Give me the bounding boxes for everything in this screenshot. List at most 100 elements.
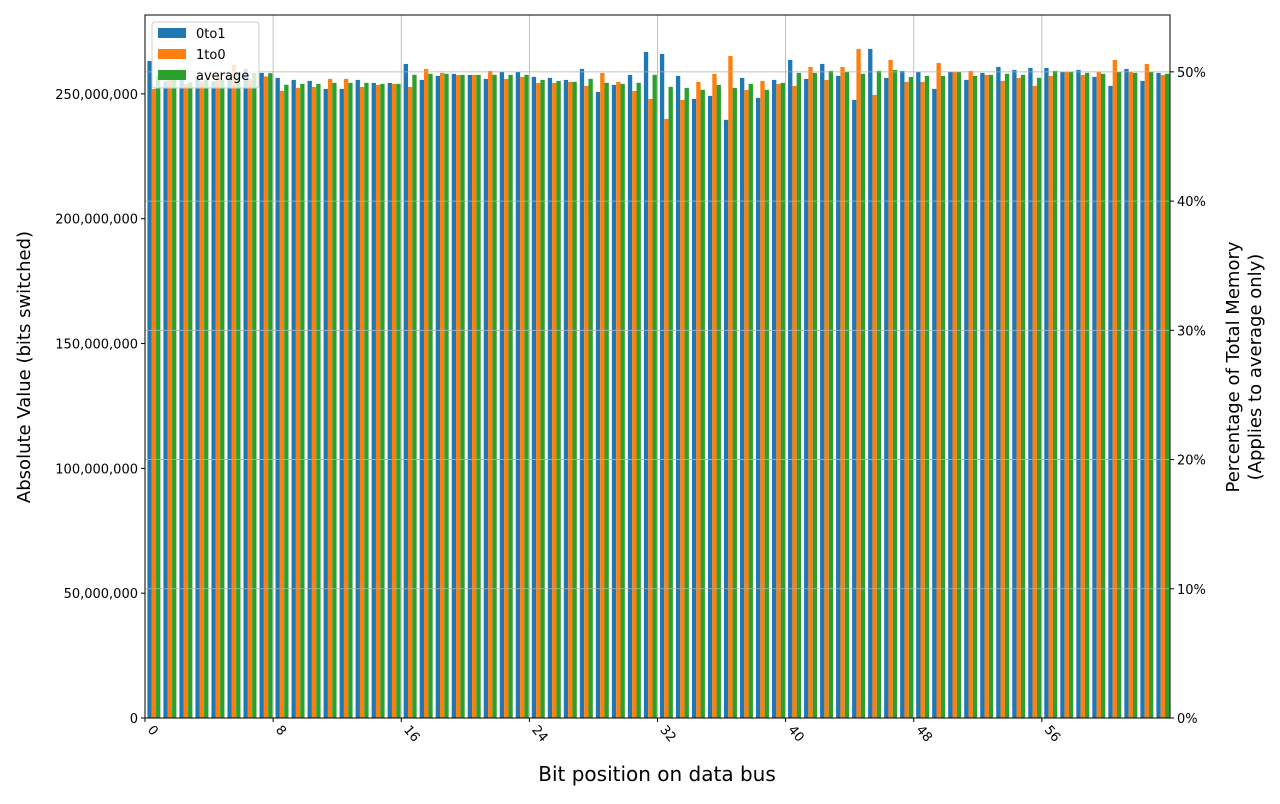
bar [316,83,321,719]
bar [407,86,413,719]
bar [764,89,769,718]
bar [284,84,289,719]
bar [472,74,477,718]
bar [524,74,529,719]
bar [572,81,577,718]
bar [247,78,253,719]
bar [876,70,882,718]
bar [1124,68,1129,719]
x-tick-label: 16 [400,723,422,745]
bar [332,82,337,718]
bar [476,74,481,719]
bar [412,74,417,719]
bar [183,83,189,719]
bar [940,75,946,719]
bar [423,68,429,719]
bar [611,84,617,718]
bar [924,75,930,719]
bar [588,78,593,718]
bar [355,79,360,719]
bar [227,76,232,718]
bar [584,85,589,718]
bar [1000,80,1005,718]
bar [515,71,521,718]
bar [295,87,301,719]
bar [904,81,909,718]
bar [1028,67,1033,719]
bar [204,79,209,719]
bar [595,91,601,718]
bar [856,48,861,718]
bar [972,75,978,719]
bar [684,87,689,718]
x-tick-label: 32 [656,723,678,745]
bar [696,81,701,718]
bar [916,71,921,718]
bar [1165,73,1170,719]
bar [1080,74,1085,718]
bar [860,73,866,719]
bar [371,82,376,718]
bar [691,98,697,719]
bar [279,90,285,719]
bar [723,119,729,719]
bar [263,76,269,718]
bar [268,73,273,718]
bar [343,78,349,719]
bar [323,88,328,718]
bar [444,73,449,719]
y2-axis-label: (Applies to average only) [1245,254,1266,481]
x-tick-label: 8 [272,723,289,739]
bar [808,66,813,718]
bar [1160,74,1166,718]
bar [732,87,737,718]
bar [772,79,777,719]
bar [652,74,657,719]
bar [348,82,353,718]
bar [467,74,473,718]
bar [964,79,969,719]
bar [387,82,392,718]
bar [1092,76,1097,719]
bar [1096,71,1101,718]
bar [868,48,873,718]
bar [172,78,177,718]
bar [836,75,841,719]
bar [1140,80,1145,718]
bar [1036,77,1042,718]
bar [920,81,925,718]
x-tick-label: 0 [144,723,161,739]
bar [900,70,905,718]
bar [167,76,173,718]
bar [579,68,585,719]
bar [188,82,193,718]
x-tick-label: 24 [528,723,550,745]
bar [1016,77,1021,718]
bar [1133,72,1138,719]
bar [540,79,545,718]
bar [668,86,673,719]
bar [508,74,513,719]
bar [300,83,305,719]
bar [556,80,561,718]
bar [391,83,397,719]
bar [700,89,705,718]
bar [364,82,369,718]
bar [892,69,898,718]
y-axis-label: Absolute Value (bits switched) [14,231,35,503]
bar [948,71,953,718]
bar [620,83,625,719]
bar [1156,72,1161,719]
bar [488,70,493,718]
bar [968,70,973,718]
bar [936,62,941,718]
bar [952,71,957,718]
y2-tick-label: 20% [1177,454,1206,469]
y2-tick-label: 40% [1177,195,1206,210]
bar [547,77,553,718]
bar [504,78,509,719]
bar [163,81,168,719]
bar [680,99,685,718]
bar [563,79,569,719]
bar [748,83,753,719]
